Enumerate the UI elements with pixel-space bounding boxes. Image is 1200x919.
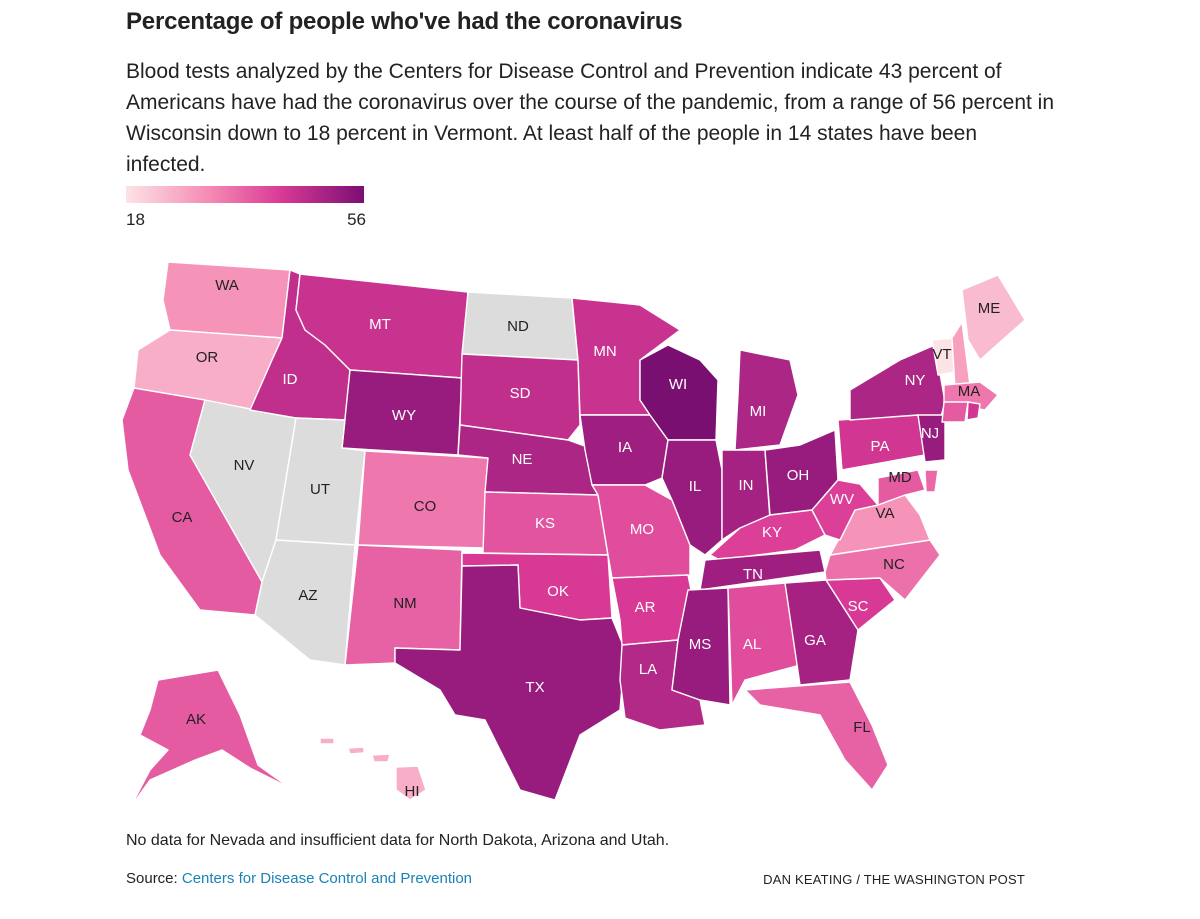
state-label-mo: MO (630, 521, 654, 538)
state-ny[interactable] (849, 344, 946, 421)
chart-title: Percentage of people who've had the coro… (126, 8, 683, 35)
state-label-az: AZ (298, 587, 317, 604)
state-nj[interactable] (917, 414, 946, 463)
state-ct[interactable] (941, 401, 969, 423)
state-label-ak: AK (186, 711, 206, 728)
state-mo[interactable] (591, 484, 691, 579)
state-al[interactable] (727, 582, 801, 706)
state-wa[interactable] (162, 261, 291, 339)
state-label-ga: GA (804, 632, 826, 649)
state-label-ky: KY (762, 524, 782, 541)
state-label-md: MD (888, 469, 911, 486)
state-me[interactable] (961, 274, 1026, 361)
state-label-wa: WA (215, 277, 239, 294)
state-label-in: IN (739, 477, 754, 494)
state-hi[interactable] (319, 737, 427, 801)
state-label-tx: TX (525, 679, 544, 696)
data-note: No data for Nevada and insufficient data… (126, 832, 670, 849)
state-label-hi: HI (405, 783, 420, 800)
state-label-id: ID (283, 371, 298, 388)
state-label-or: OR (196, 349, 219, 366)
state-label-mt: MT (369, 316, 391, 333)
state-label-ca: CA (172, 509, 193, 526)
state-label-sc: SC (848, 598, 869, 615)
state-label-ks: KS (535, 515, 555, 532)
state-label-vt: VT (932, 346, 951, 363)
state-ri[interactable] (966, 401, 981, 421)
state-label-la: LA (639, 661, 657, 678)
state-de[interactable] (924, 469, 939, 493)
state-ga[interactable] (784, 579, 859, 686)
state-ak[interactable] (129, 669, 291, 809)
state-label-pa: PA (871, 438, 890, 455)
state-sd[interactable] (459, 353, 581, 441)
state-label-ms: MS (689, 636, 712, 653)
legend-min-label: 18 (126, 210, 145, 229)
state-label-wy: WY (392, 407, 416, 424)
source-link[interactable]: Centers for Disease Control and Preventi… (181, 870, 473, 887)
legend-gradient-bar (126, 186, 364, 203)
us-choropleth-map: WA OR CA NV ID MT WY UT AZ CO NM ND SD NE KS OK TX MN IA MO… (120, 255, 1040, 815)
state-label-mn: MN (593, 343, 616, 360)
state-label-va: VA (876, 505, 895, 522)
state-label-nv: NV (234, 457, 255, 474)
state-label-tn: TN (743, 566, 763, 583)
state-label-ne: NE (512, 451, 533, 468)
state-label-ar: AR (635, 599, 656, 616)
state-label-nj: NJ (921, 425, 939, 442)
state-label-fl: FL (853, 719, 871, 736)
map-svg: WA OR CA NV ID MT WY UT AZ CO NM ND SD NE KS OK TX MN IA MO… (121, 261, 1026, 809)
state-label-wi: WI (669, 376, 687, 393)
state-label-ny: NY (905, 372, 926, 389)
state-label-ut: UT (310, 481, 330, 498)
state-tx[interactable] (394, 564, 626, 801)
state-label-nc: NC (883, 556, 905, 573)
chart-subtitle: Blood tests analyzed by the Centers for … (126, 60, 1055, 176)
credit-line: DAN KEATING / THE WASHINGTON POST (763, 872, 1025, 887)
source-label: Source: (126, 870, 178, 887)
state-label-il: IL (689, 478, 702, 495)
state-label-nd: ND (507, 318, 529, 335)
source-line: Source: Centers for Disease Control and … (126, 870, 472, 887)
state-mi[interactable] (734, 349, 799, 451)
state-label-nm: NM (393, 595, 416, 612)
state-label-oh: OH (787, 467, 810, 484)
state-label-co: CO (414, 498, 437, 515)
color-legend: 18 56 (126, 186, 366, 230)
state-il[interactable] (661, 439, 723, 556)
state-fl[interactable] (744, 681, 889, 791)
state-md[interactable] (877, 469, 926, 506)
state-label-wv: WV (830, 491, 854, 508)
state-label-al: AL (743, 636, 761, 653)
legend-max-label: 56 (347, 210, 366, 229)
state-label-ma: MA (958, 383, 981, 400)
state-label-ok: OK (547, 583, 569, 600)
state-label-sd: SD (510, 385, 531, 402)
state-label-mi: MI (750, 403, 767, 420)
state-label-me: ME (978, 300, 1001, 317)
state-label-ia: IA (618, 439, 632, 456)
state-az[interactable] (254, 539, 356, 666)
state-wv[interactable] (811, 479, 879, 541)
